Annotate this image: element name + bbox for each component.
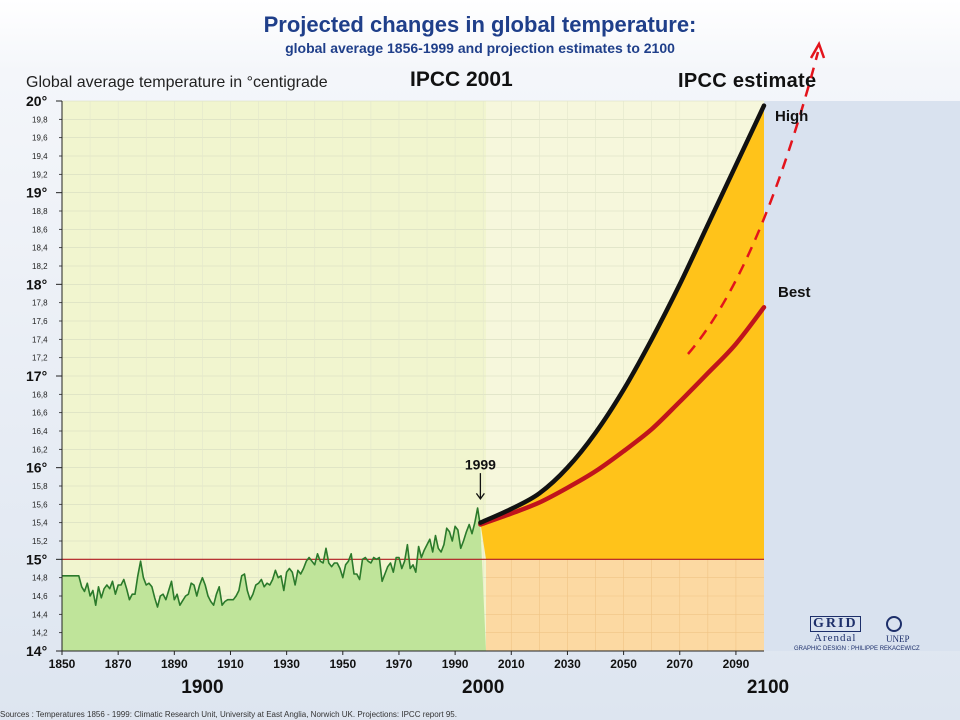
dashed-arrowhead bbox=[809, 41, 826, 59]
ipcc-2001-label: IPCC 2001 bbox=[410, 68, 513, 91]
y-minor-tick-label: 16,4 bbox=[32, 427, 48, 436]
y-minor-tick-label: 18,4 bbox=[32, 244, 48, 253]
y-major-tick-label: 17° bbox=[26, 368, 47, 384]
y-minor-tick-label: 19,2 bbox=[32, 170, 48, 179]
chart-subtitle: global average 1856-1999 and projection … bbox=[285, 40, 675, 56]
year-1999-arrow bbox=[475, 473, 485, 500]
x-tick-label: 2090 bbox=[723, 657, 750, 671]
high-series-label: High bbox=[775, 108, 808, 125]
x-tick-label: 1850 bbox=[49, 657, 76, 671]
y-minor-tick-label: 17,6 bbox=[32, 317, 48, 326]
observed-temperature-area bbox=[62, 508, 486, 651]
x-tick-label: 2030 bbox=[554, 657, 581, 671]
graphic-design-credit: GRAPHIC DESIGN : PHILIPPE REKACEWICZ bbox=[794, 646, 920, 652]
y-minor-tick-label: 14,2 bbox=[32, 629, 48, 638]
y-minor-tick-label: 19,6 bbox=[32, 134, 48, 143]
observed-temperature-line bbox=[62, 507, 482, 608]
unep-globe-icon bbox=[886, 616, 902, 632]
y-axis-label: Global average temperature in °centigrad… bbox=[26, 74, 328, 91]
best-series-label: Best bbox=[778, 284, 811, 301]
x-tick-label: 1950 bbox=[329, 657, 356, 671]
projection-range-fill bbox=[480, 105, 764, 560]
y-major-tick-label: 20° bbox=[26, 93, 47, 109]
x-tick-label: 2070 bbox=[666, 657, 693, 671]
y-minor-tick-label: 15,8 bbox=[32, 482, 48, 491]
y-minor-tick-label: 15,6 bbox=[32, 500, 48, 509]
y-minor-tick-label: 16,8 bbox=[32, 390, 48, 399]
y-minor-tick-label: 17,2 bbox=[32, 354, 48, 363]
y-major-tick-label: 16° bbox=[26, 460, 47, 476]
x-century-label: 2000 bbox=[462, 677, 504, 698]
x-tick-label: 1970 bbox=[386, 657, 413, 671]
y-minor-tick-label: 17,8 bbox=[32, 299, 48, 308]
source-note: Sources : Temperatures 1856 - 1999: Clim… bbox=[0, 710, 457, 719]
y-minor-tick-label: 17,4 bbox=[32, 335, 48, 344]
ipcc-estimate-label: IPCC estimate bbox=[678, 70, 817, 92]
arendal-logo-text: Arendal bbox=[814, 632, 857, 644]
y-major-tick-label: 19° bbox=[26, 185, 47, 201]
x-tick-label: 1890 bbox=[161, 657, 188, 671]
plot-background-right bbox=[764, 101, 960, 651]
y-minor-tick-label: 14,6 bbox=[32, 592, 48, 601]
high-estimate-line bbox=[478, 103, 767, 525]
x-tick-label: 1930 bbox=[273, 657, 300, 671]
x-century-label: 1900 bbox=[181, 677, 223, 698]
x-tick-label: 2010 bbox=[498, 657, 525, 671]
x-axis-ticks: 1850 1870 1890 1910 1930 1950 1970 1990 2010 2030… bbox=[49, 651, 789, 698]
y-minor-tick-label: 18,2 bbox=[32, 262, 48, 271]
y-minor-tick-label: 18,6 bbox=[32, 225, 48, 234]
dashed-trend-arrow bbox=[687, 51, 820, 355]
projection-below-baseline-fill bbox=[486, 559, 764, 651]
y-major-tick-label: 15° bbox=[26, 551, 47, 567]
x-tick-label: 1990 bbox=[442, 657, 469, 671]
y-minor-tick-label: 18,8 bbox=[32, 207, 48, 216]
grid-logo-text: GRID bbox=[810, 616, 861, 632]
x-tick-label: 1910 bbox=[217, 657, 244, 671]
y-minor-tick-label: 16,6 bbox=[32, 409, 48, 418]
y-minor-tick-label: 14,4 bbox=[32, 610, 48, 619]
chart-title: Projected changes in global temperature: bbox=[263, 12, 697, 37]
y-minor-tick-label: 15,4 bbox=[32, 519, 48, 528]
y-minor-tick-label: 16,2 bbox=[32, 445, 48, 454]
unep-logo-text: UNEP bbox=[886, 634, 910, 644]
y-axis-ticks: 14° 15° 16° 17° 18° 19° 20° 14,2 14,4 14,6 14,8 15,… bbox=[26, 93, 62, 659]
y-minor-tick-label: 19,4 bbox=[32, 152, 48, 161]
grid-arendal-logo: GRID Arendal UNEP GRAPHIC DESIGN : PHILI… bbox=[790, 616, 940, 656]
best-estimate-line bbox=[478, 305, 767, 527]
x-tick-label: 1870 bbox=[105, 657, 132, 671]
y-minor-tick-label: 19,8 bbox=[32, 115, 48, 124]
x-tick-label: 2050 bbox=[610, 657, 637, 671]
y-major-tick-label: 14° bbox=[26, 643, 47, 659]
y-minor-tick-label: 14,8 bbox=[32, 574, 48, 583]
year-1999-marker: 1999 bbox=[465, 457, 496, 473]
y-major-tick-label: 18° bbox=[26, 276, 47, 292]
x-century-label: 2100 bbox=[747, 677, 789, 698]
y-minor-tick-label: 15,2 bbox=[32, 537, 48, 546]
